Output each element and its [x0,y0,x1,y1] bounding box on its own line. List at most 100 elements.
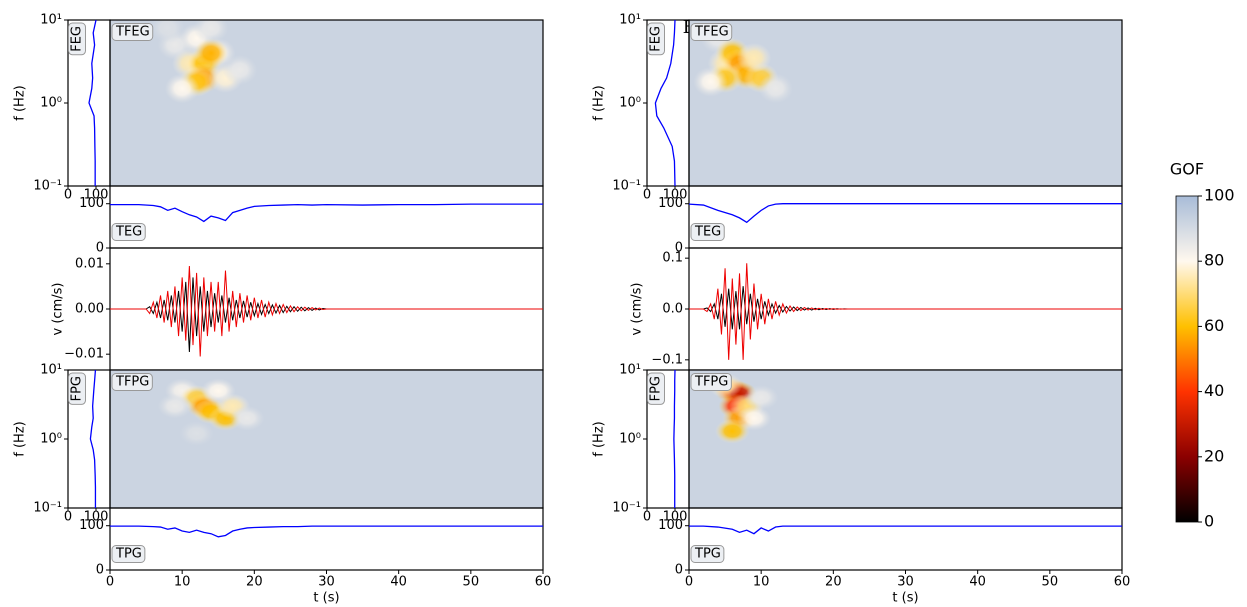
y-tick-label: 0 [96,563,104,578]
y-tick-label: 10⁰ [619,432,641,447]
x-tick-label: 0 [64,188,72,203]
y-tick-label: 0.1 [662,251,683,266]
heatmap-spot [736,405,772,431]
x-tick-label: 100 [84,188,109,203]
side-curve [654,19,676,187]
x-tick-label: 0 [64,510,72,525]
panel-label: FPG [649,376,664,401]
waveform [110,266,543,357]
panel-label: TEG [694,225,721,240]
x-tick-label: 0 [643,510,651,525]
panel-label: FPG [70,376,85,401]
x-tick-label: 100 [663,510,688,525]
y-tick-label: 100 [79,196,104,211]
gof-line [110,203,543,223]
heatmap-spot [193,38,229,68]
y-tick-label: 10¹ [619,13,641,28]
y-tick-label: 0 [1204,512,1214,531]
heatmap-spot [222,55,258,85]
y-tick-label: 10⁰ [619,96,641,111]
panel-label: TFPG [115,375,149,390]
panel-label: TEG [115,225,142,240]
y-axis-label: f (Hz) [592,421,607,456]
y-axis-label: f (Hz) [13,85,28,120]
x-tick-label: 20 [825,575,842,590]
colorbar-title: GOF [1170,160,1204,179]
heatmap [110,20,543,186]
heatmap-spot [229,405,265,431]
x-tick-label: 100 [84,510,109,525]
x-tick-label: 30 [318,575,335,590]
x-tick-label: 40 [969,575,986,590]
heatmap [689,370,1122,508]
x-tick-label: 10 [174,575,191,590]
gof-line [110,525,543,538]
x-tick-label: 60 [1114,575,1131,590]
panel-label: TPG [694,547,721,562]
x-tick-label: 0 [685,575,693,590]
side-curve [89,369,97,508]
x-axis-label: t (s) [892,591,918,606]
y-tick-label: 10¹ [619,363,641,378]
panel-label: FEG [649,26,664,52]
y-tick-label: 0.01 [75,256,104,271]
heatmap [689,20,1122,186]
panel-label: TFPG [694,375,728,390]
x-axis-label: t (s) [313,591,339,606]
y-tick-label: 10⁻¹ [33,179,62,194]
y-tick-label: 10¹ [40,363,62,378]
heatmap-spot [150,20,186,43]
x-tick-label: 40 [390,575,407,590]
axes-frame [688,185,1123,249]
y-tick-label: 10⁻¹ [612,501,641,516]
y-tick-label: −0.1 [651,352,683,367]
y-tick-label: 10⁻¹ [33,501,62,516]
x-tick-label: 50 [1042,575,1059,590]
label-box: TEG [690,223,725,241]
y-tick-label: 40 [1204,381,1224,400]
y-tick-label: 0 [675,241,683,256]
heatmap-spot [164,73,200,104]
x-tick-label: 50 [463,575,480,590]
heatmap-spot [179,421,214,446]
gof-line [689,525,1122,535]
y-tick-label: 20 [1204,446,1224,465]
panel-label: TFEG [694,25,729,40]
x-tick-label: 0 [106,575,114,590]
label-box: TFEG [690,23,733,41]
axes-frame [688,507,1123,571]
x-tick-label: 0 [643,188,651,203]
axes-frame [109,185,544,249]
y-axis-label: v (cm/s) [51,283,66,336]
x-tick-label: 100 [663,188,688,203]
heatmap-spot [758,73,793,104]
y-tick-label: 0 [96,241,104,256]
side-curve [673,369,676,508]
side-curve [88,19,97,186]
label-box: TFEG [111,23,154,41]
y-tick-label: 0.0 [662,302,683,317]
y-tick-label: 100 [1204,186,1235,205]
y-tick-label: 0 [675,563,683,578]
y-tick-label: 10⁰ [40,432,62,447]
x-tick-label: 30 [897,575,914,590]
label-box: TPG [111,545,146,563]
heatmap-spot [193,20,229,43]
heatmap-spot [736,42,772,73]
gof-line [688,203,1122,224]
heatmap-spot [693,66,728,97]
label-box: TFPG [690,373,732,391]
y-axis-label: f (Hz) [13,421,28,456]
waveform [110,277,543,352]
heatmap-spot [200,378,236,404]
x-tick-label: 60 [535,575,552,590]
y-tick-label: 10⁰ [40,96,62,111]
label-box: FPG [68,372,86,405]
heatmap-spot [743,385,779,410]
y-tick-label: 0.00 [75,302,104,317]
y-tick-label: −0.01 [64,347,104,362]
panel-label: TPG [115,547,142,562]
y-tick-label: 100 [658,518,683,533]
x-tick-label: 10 [753,575,770,590]
